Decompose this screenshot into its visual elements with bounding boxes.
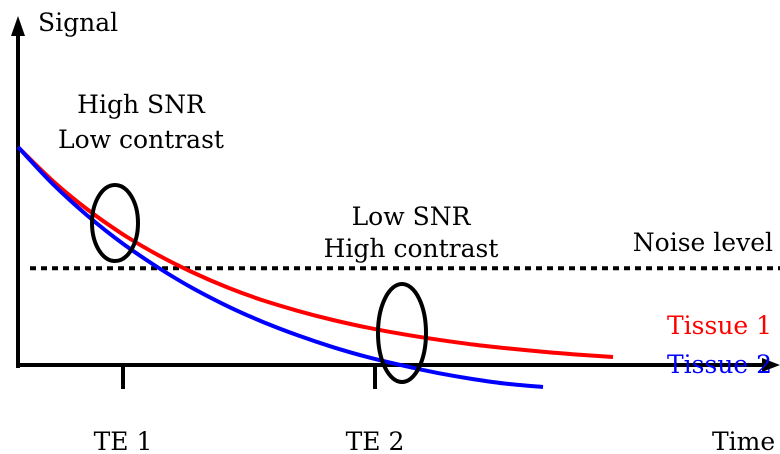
series-line-tissue-2 bbox=[16, 145, 544, 389]
noise-level-label: Noise level bbox=[633, 228, 773, 257]
y-axis-label: Signal bbox=[38, 8, 118, 37]
x-tick-label-te2: TE 2 bbox=[346, 427, 405, 454]
y-axis-arrow bbox=[11, 16, 25, 36]
annotation-high-snr-line-1: High SNR bbox=[77, 90, 206, 119]
annotation-low-snr-line-2: High contrast bbox=[324, 234, 499, 263]
annotation-high-snr-ellipse bbox=[90, 183, 140, 263]
series-line-tissue-1 bbox=[16, 145, 614, 359]
x-tick-label-te1: TE 1 bbox=[94, 427, 153, 454]
annotation-high-snr-line-2: Low contrast bbox=[58, 125, 224, 154]
series-label-tissue-1: Tissue 1 bbox=[667, 311, 772, 340]
annotation-low-snr: Low SNR High contrast bbox=[324, 202, 499, 384]
x-axis-arrow bbox=[762, 358, 780, 372]
x-axis-label: Time bbox=[712, 427, 775, 454]
annotation-high-snr: High SNR Low contrast bbox=[58, 90, 224, 263]
annotation-low-snr-line-1: Low SNR bbox=[352, 202, 472, 231]
series-label-tissue-2: Tissue 2 bbox=[667, 350, 772, 379]
annotation-low-snr-ellipse bbox=[376, 282, 428, 384]
x-ticks: TE 1 TE 2 bbox=[94, 365, 405, 454]
